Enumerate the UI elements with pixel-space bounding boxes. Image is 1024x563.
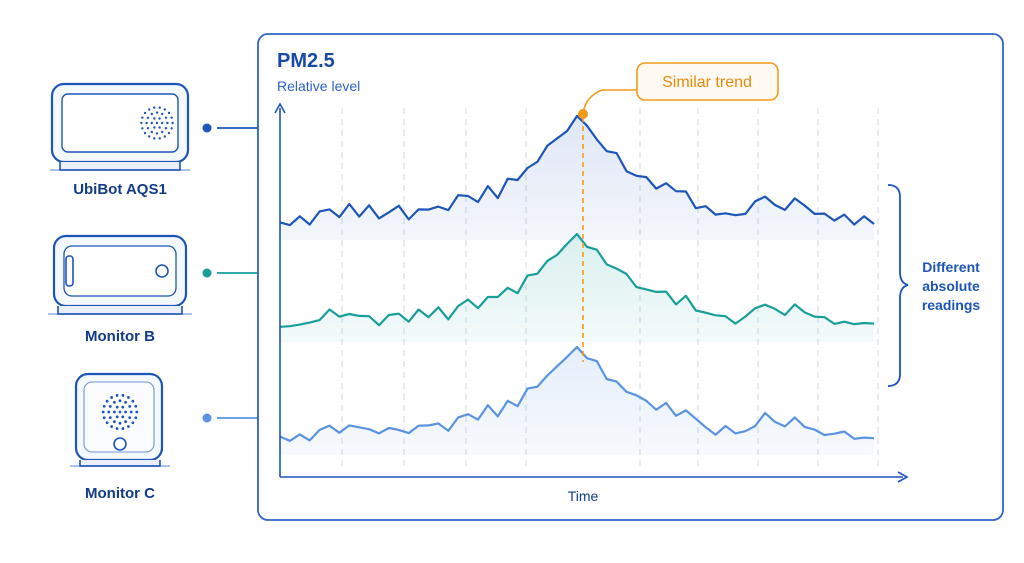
series-area <box>280 116 874 240</box>
cube-monitor-icon <box>70 372 170 467</box>
air-quality-sensor-icon <box>50 82 190 171</box>
series-dot <box>202 123 212 133</box>
similar-trend-callout: Similar trend <box>578 62 779 362</box>
device-ubibot-aqs1: UbiBot AQS1 <box>50 82 258 198</box>
series-layer <box>279 114 875 455</box>
bracket-icon <box>887 184 909 387</box>
y-axis-arrow <box>274 102 286 114</box>
chart-panel: PM2.5 Relative level Time Similar trend … <box>257 33 1004 521</box>
bracket-label-line: absolute <box>922 278 980 294</box>
series-area <box>280 347 874 455</box>
device-label: Monitor C <box>85 485 155 502</box>
x-axis-arrow <box>897 471 909 483</box>
series-area <box>280 234 874 342</box>
chart-title: PM2.5 <box>277 50 335 72</box>
y-axis-label: Relative level <box>277 78 360 94</box>
callout-text: Similar trend <box>662 74 752 91</box>
series-dot <box>202 413 212 423</box>
chart-frame <box>257 33 1004 521</box>
tablet-monitor-icon <box>48 234 192 315</box>
device-label: UbiBot AQS1 <box>73 181 167 198</box>
callout-box <box>636 62 779 101</box>
series-line <box>279 114 875 227</box>
series-line <box>279 345 875 442</box>
device-monitor-b: Monitor B <box>48 234 258 345</box>
x-axis-label: Time <box>568 488 599 504</box>
device-monitor-c: Monitor C <box>70 372 258 502</box>
bracket-label-line: readings <box>922 297 981 313</box>
peak-marker <box>578 109 588 119</box>
bracket-label-line: Different <box>922 259 980 275</box>
series-dot <box>202 268 212 278</box>
device-label: Monitor B <box>85 328 155 345</box>
series-line <box>279 232 875 328</box>
different-readings-bracket: Different absolute readings <box>887 184 981 387</box>
